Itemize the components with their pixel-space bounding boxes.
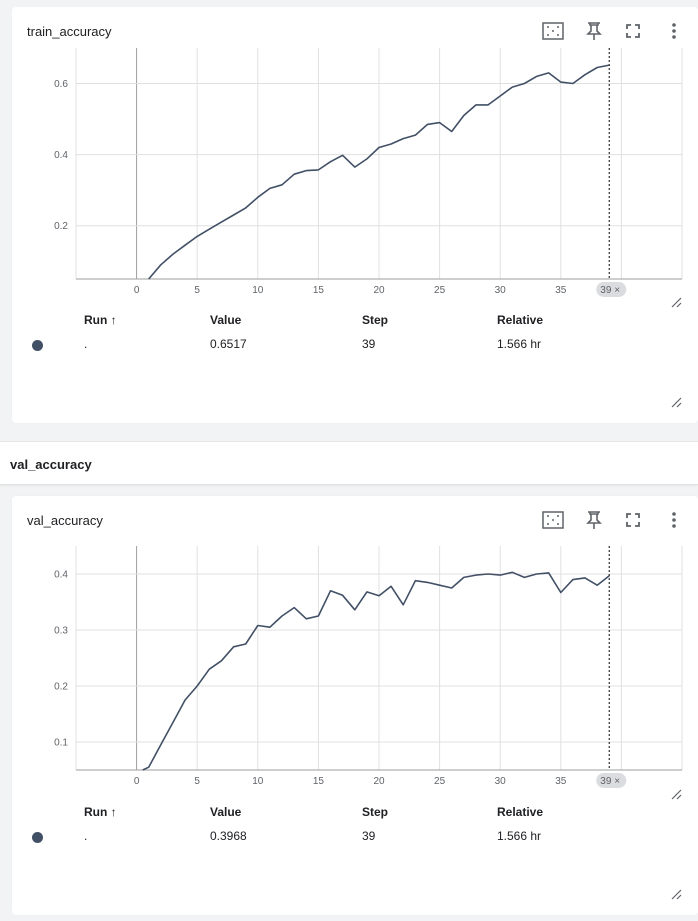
resize-handle-icon[interactable] [670, 296, 682, 308]
column-header-run[interactable]: Run ↑ [84, 805, 117, 819]
y-tick-label: 0.6 [54, 79, 68, 90]
x-tick-label: 5 [194, 285, 200, 296]
x-tick-label: 15 [313, 776, 325, 787]
cursor-step-badge [596, 282, 627, 297]
x-tick-label: 0 [134, 776, 140, 787]
chart-title: val_accuracy [27, 513, 103, 528]
section-header[interactable]: val_accuracy [0, 441, 698, 485]
run-relative: 1.566 hr [497, 337, 542, 351]
cursor-step-badge [596, 773, 627, 788]
run-color-dot [32, 340, 43, 351]
close-icon: × [614, 285, 620, 296]
y-tick-label: 0.3 [54, 626, 68, 637]
run-step: 39 [362, 337, 376, 351]
y-tick-label: 0.2 [54, 682, 68, 693]
x-tick-label: 35 [555, 285, 567, 296]
more-options-button[interactable] [663, 20, 685, 42]
x-tick-label: 20 [373, 776, 385, 787]
run-color-dot [32, 832, 43, 843]
chart-card-val-accuracy: val_accuracy 0.1 0.2 0.3 0.4 0 5 10 15 20 25 30 35 3… [12, 496, 698, 915]
y-tick-label: 0.1 [54, 738, 68, 749]
fit-domain-button[interactable] [542, 20, 564, 42]
run-value: 0.3968 [210, 829, 247, 843]
cursor-step-label: 39 [600, 776, 612, 787]
line-chart[interactable]: 0.1 0.2 0.3 0.4 0 5 10 15 20 25 30 35 39 × [12, 496, 698, 796]
more-vert-icon [672, 512, 676, 528]
pin-button[interactable] [583, 509, 605, 531]
resize-handle-icon[interactable] [670, 788, 682, 800]
pin-icon [586, 22, 602, 40]
line-chart[interactable]: 0.2 0.4 0.6 0 5 10 15 20 25 30 35 39 × [12, 7, 698, 307]
fit-domain-icon [542, 511, 564, 529]
fullscreen-icon [626, 513, 640, 527]
fit-domain-button[interactable] [542, 509, 564, 531]
x-tick-label: 10 [252, 285, 264, 296]
x-tick-label: 20 [373, 285, 385, 296]
fit-domain-icon [542, 22, 564, 40]
x-tick-label: 5 [194, 776, 200, 787]
run-relative: 1.566 hr [497, 829, 542, 843]
column-header-relative[interactable]: Relative [497, 313, 544, 327]
y-tick-label: 0.4 [54, 570, 68, 581]
column-header-step[interactable]: Step [362, 805, 389, 819]
x-tick-label: 30 [495, 776, 507, 787]
column-header-value[interactable]: Value [210, 805, 242, 819]
pin-button[interactable] [583, 20, 605, 42]
y-tick-label: 0.2 [54, 221, 68, 232]
close-icon: × [614, 776, 620, 787]
x-tick-label: 15 [313, 285, 325, 296]
x-tick-label: 10 [252, 776, 264, 787]
more-vert-icon [672, 23, 676, 39]
y-tick-label: 0.4 [54, 150, 68, 161]
column-header-run[interactable]: Run ↑ [84, 313, 117, 327]
series-line [148, 64, 610, 280]
run-value: 0.6517 [210, 337, 247, 351]
x-tick-label: 35 [555, 776, 567, 787]
x-tick-label: 25 [434, 285, 446, 296]
series-line [142, 571, 610, 771]
more-options-button[interactable] [663, 509, 685, 531]
chart-title: train_accuracy [27, 24, 112, 39]
chart-card-train-accuracy: train_accuracy 0.2 0.4 0.6 0 5 10 15 20 25 30 35 39… [12, 7, 698, 423]
resize-handle-icon[interactable] [670, 888, 682, 900]
section-title: val_accuracy [10, 457, 92, 472]
column-header-relative[interactable]: Relative [497, 805, 544, 819]
run-step: 39 [362, 829, 376, 843]
cursor-step-label: 39 [600, 285, 612, 296]
resize-handle-icon[interactable] [670, 396, 682, 408]
x-tick-label: 25 [434, 776, 446, 787]
column-header-value[interactable]: Value [210, 313, 242, 327]
pin-icon [586, 511, 602, 529]
x-tick-label: 30 [495, 285, 507, 296]
run-name: . [84, 829, 88, 843]
fullscreen-button[interactable] [622, 20, 644, 42]
fullscreen-button[interactable] [622, 509, 644, 531]
x-tick-label: 0 [134, 285, 140, 296]
column-header-step[interactable]: Step [362, 313, 389, 327]
fullscreen-icon [626, 24, 640, 38]
run-name: . [84, 337, 88, 351]
